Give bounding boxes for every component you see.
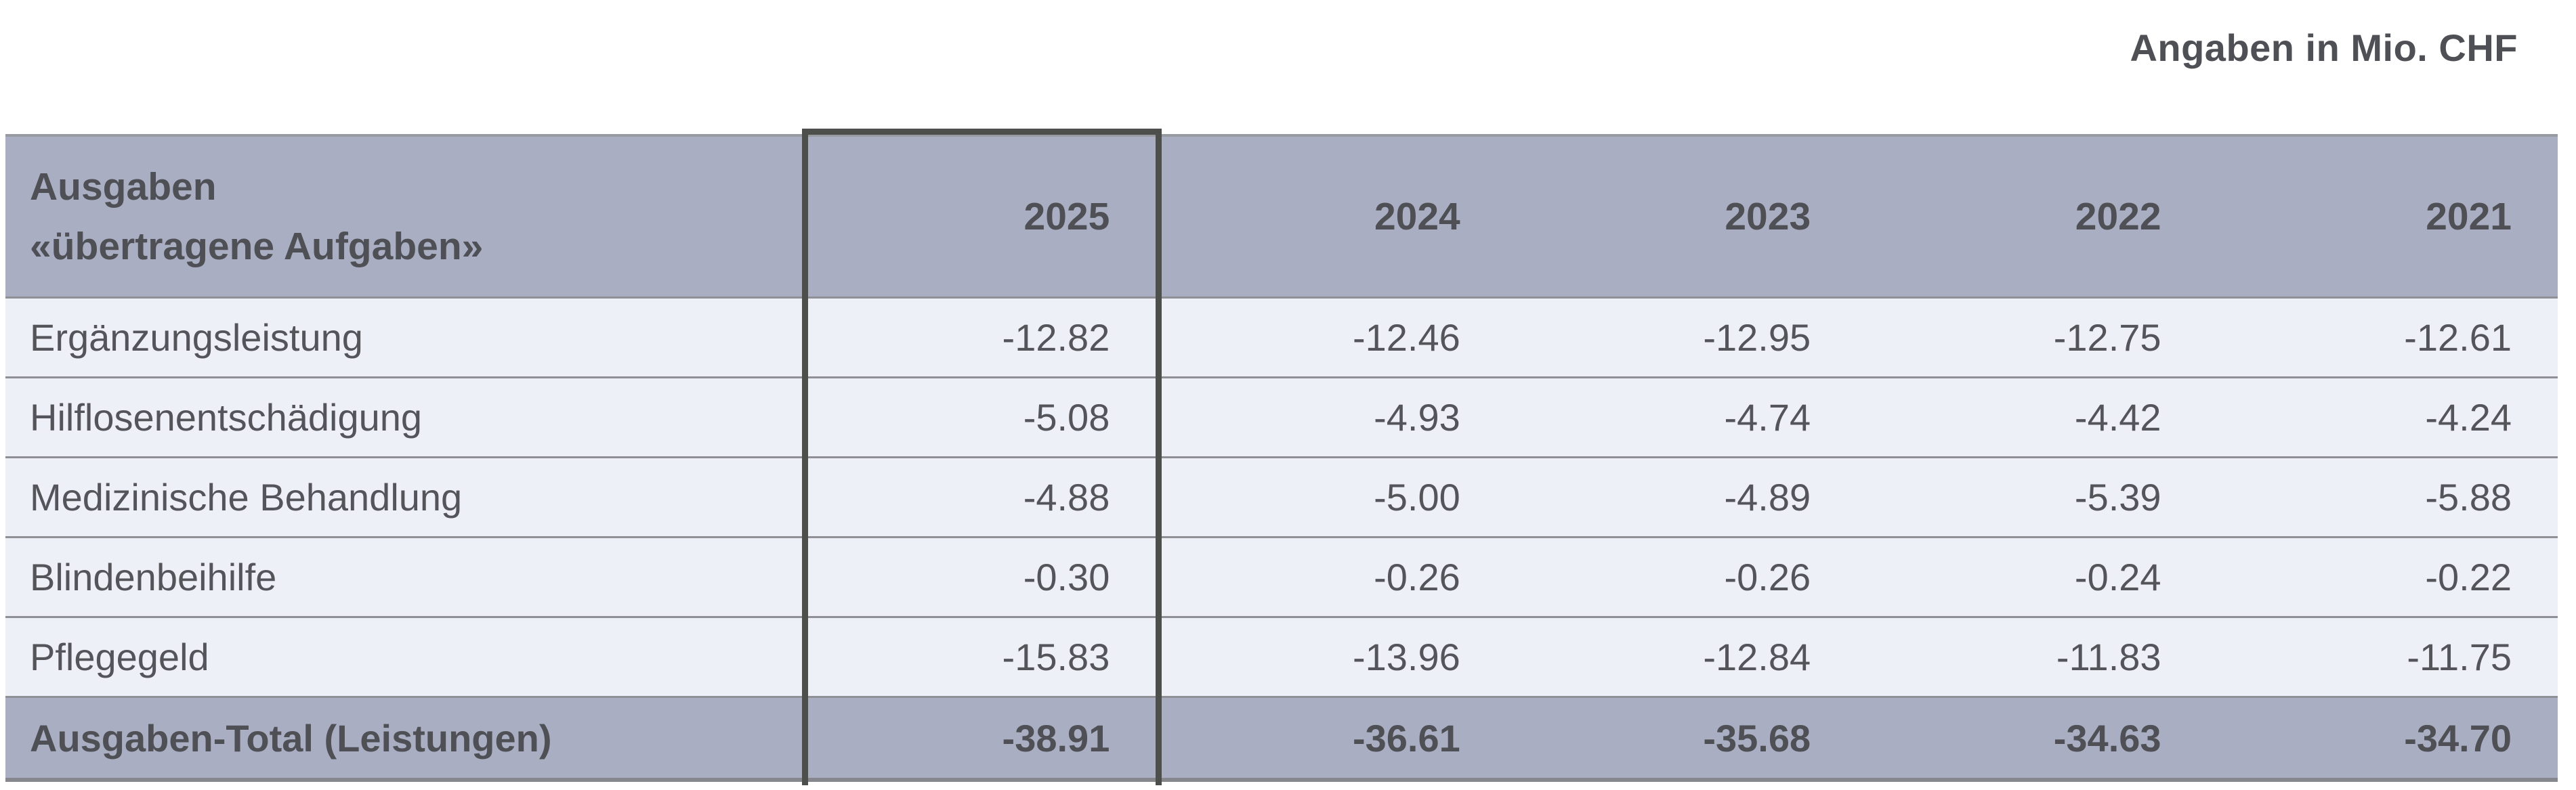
row-value: -0.26 [1506, 536, 1857, 617]
row-value: -4.24 [2207, 376, 2558, 458]
table-row: Ergänzungsleistung -12.82 -12.46 -12.95 … [5, 297, 2558, 378]
row-label: Medizinische Behandlung [5, 456, 805, 537]
row-label: Blindenbeihilfe [5, 536, 805, 617]
header-row: Ausgaben «übertragene Aufgaben» 2025 202… [5, 135, 2558, 298]
row-value: -15.83 [805, 616, 1156, 697]
row-value: -12.95 [1506, 297, 1857, 378]
row-value: -5.88 [2207, 456, 2558, 537]
table-row: Hilflosenentschädigung -5.08 -4.93 -4.74… [5, 376, 2558, 458]
total-value: -34.70 [2207, 696, 2558, 780]
expenses-table: Ausgaben «übertragene Aufgaben» 2025 202… [5, 134, 2558, 782]
row-value: -5.39 [1857, 456, 2208, 537]
table-row: Pflegegeld -15.83 -13.96 -12.84 -11.83 -… [5, 616, 2558, 697]
row-label: Ergänzungsleistung [5, 297, 805, 378]
row-value: -5.08 [805, 376, 1156, 458]
header-year-2024: 2024 [1156, 135, 1506, 298]
table-row: Blindenbeihilfe -0.30 -0.26 -0.26 -0.24 … [5, 536, 2558, 617]
row-value: -0.24 [1857, 536, 2208, 617]
header-title-cell: Ausgaben «übertragene Aufgaben» [5, 135, 805, 298]
row-value: -4.74 [1506, 376, 1857, 458]
header-year-2023: 2023 [1506, 135, 1857, 298]
table-row: Medizinische Behandlung -4.88 -5.00 -4.8… [5, 456, 2558, 537]
row-value: -12.46 [1156, 297, 1506, 378]
row-value: -0.26 [1156, 536, 1506, 617]
total-value: -36.61 [1156, 696, 1506, 780]
row-value: -12.75 [1857, 297, 2208, 378]
table-header: Ausgaben «übertragene Aufgaben» 2025 202… [5, 135, 2558, 298]
header-year-2021: 2021 [2207, 135, 2558, 298]
header-title-line1: Ausgaben [30, 164, 217, 209]
row-value: -12.82 [805, 297, 1156, 378]
header-year-2025: 2025 [805, 135, 1156, 298]
row-value: -0.30 [805, 536, 1156, 617]
row-label: Pflegegeld [5, 616, 805, 697]
header-year-2022: 2022 [1857, 135, 2208, 298]
row-value: -12.84 [1506, 616, 1857, 697]
row-value: -11.83 [1857, 616, 2208, 697]
total-value: -34.63 [1857, 696, 2208, 780]
row-value: -4.42 [1857, 376, 2208, 458]
unit-note: Angaben in Mio. CHF [2130, 26, 2518, 69]
total-value: -35.68 [1506, 696, 1857, 780]
total-value: -38.91 [805, 696, 1156, 780]
row-value: -4.88 [805, 456, 1156, 537]
row-value: -5.00 [1156, 456, 1506, 537]
row-value: -11.75 [2207, 616, 2558, 697]
row-value: -0.22 [2207, 536, 2558, 617]
row-value: -4.89 [1506, 456, 1857, 537]
row-value: -13.96 [1156, 616, 1506, 697]
row-value: -12.61 [2207, 297, 2558, 378]
total-label: Ausgaben-Total (Leistungen) [5, 696, 805, 780]
row-label: Hilflosenentschädigung [5, 376, 805, 458]
header-title-line2: «übertragene Aufgaben» [30, 225, 484, 268]
row-value: -4.93 [1156, 376, 1506, 458]
total-row: Ausgaben-Total (Leistungen) -38.91 -36.6… [5, 696, 2558, 780]
